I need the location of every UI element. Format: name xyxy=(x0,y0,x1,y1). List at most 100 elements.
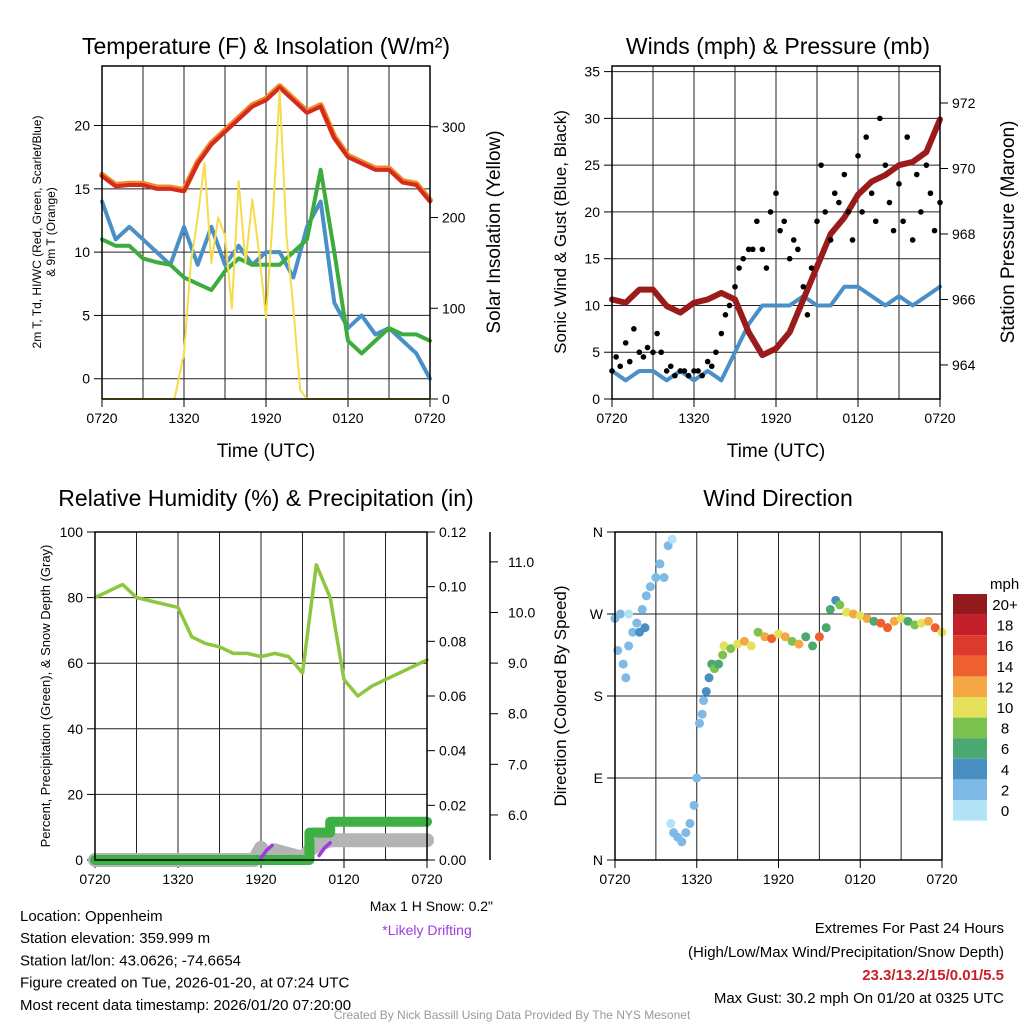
wind-direction-point xyxy=(835,600,845,610)
y2-tick-label: 100 xyxy=(442,300,466,316)
x-tick-label: 0720 xyxy=(411,871,442,887)
max-snow-annotation: Max 1 H Snow: 0.2" xyxy=(370,898,493,914)
y2-tick-label: 0.04 xyxy=(439,743,466,759)
legend-label: 12 xyxy=(997,679,1014,696)
y-tick-label: 15 xyxy=(74,181,90,197)
y-tick-label: 5 xyxy=(592,344,600,360)
legend-label: 2 xyxy=(1001,782,1009,799)
gust-point xyxy=(740,255,746,262)
y-tick-label: 15 xyxy=(584,251,600,267)
wind-direction-point xyxy=(825,604,835,614)
chart-title: Wind Direction xyxy=(703,485,853,511)
wind-direction-point xyxy=(697,709,707,719)
gust-point xyxy=(909,237,916,243)
y2-tick-label: 972 xyxy=(952,95,976,111)
drifting-mark xyxy=(259,843,274,860)
drifting-annotation: *Likely Drifting xyxy=(382,922,471,938)
wind-direction-point xyxy=(685,819,695,829)
y2-tick-label: 966 xyxy=(952,291,976,307)
gust-point xyxy=(814,218,820,225)
y-tick-label: 0 xyxy=(75,852,83,868)
wind-direction-point xyxy=(655,559,665,569)
y2-axis-label: Solar Insolation (Yellow) xyxy=(484,130,505,333)
y3-tick-label: 8.0 xyxy=(508,706,528,722)
y2-tick-label: 300 xyxy=(442,119,466,135)
gust-point xyxy=(722,312,729,318)
x-tick-label: 0720 xyxy=(596,410,627,426)
legend-label: 0 xyxy=(1001,803,1009,820)
wind-direction-point xyxy=(637,604,647,614)
wind-direction-point xyxy=(621,673,631,683)
wind-direction-point xyxy=(701,686,711,696)
legend-label: 20+ xyxy=(992,597,1018,614)
extremes-heading: Extremes For Past 24 Hours xyxy=(815,920,1004,937)
y-tick-label: N xyxy=(593,524,603,540)
wind-direction-point xyxy=(667,534,677,544)
gust-point xyxy=(699,372,705,379)
gust-point xyxy=(859,209,865,215)
y3-tick-label: 6.0 xyxy=(508,807,528,823)
wind-direction-point xyxy=(640,623,650,633)
wind-direction-point xyxy=(733,639,743,649)
gust-point xyxy=(872,218,879,225)
wind-direction-point xyxy=(855,611,865,621)
wind-direction-point xyxy=(666,819,676,829)
x-axis-label: Time (UTC) xyxy=(217,441,316,462)
y-tick-label: 25 xyxy=(584,157,600,173)
station-latlon: Station lat/lon: 43.0626; -74.6654 xyxy=(20,952,241,969)
x-tick-label: 1320 xyxy=(168,410,199,426)
gust-point xyxy=(781,218,787,225)
gust-point xyxy=(927,190,934,197)
wind-direction-point xyxy=(760,632,770,642)
y-tick-label: 80 xyxy=(67,590,83,606)
y-tick-label: 0 xyxy=(592,391,600,407)
wind-direction-point xyxy=(714,659,724,669)
gust-point xyxy=(836,199,842,206)
chart-title: Winds (mph) & Pressure (mb) xyxy=(626,33,930,59)
gust-point xyxy=(808,265,815,271)
gust-point xyxy=(732,283,738,290)
gust-point xyxy=(804,312,811,318)
relative-humidity-line xyxy=(93,563,429,698)
wind-direction-point xyxy=(645,582,655,592)
gust-point xyxy=(672,372,678,379)
wind-direction-point xyxy=(848,609,858,619)
y3-tick-label: 7.0 xyxy=(508,756,528,772)
x-tick-label: 1920 xyxy=(250,410,281,426)
wind-direction-point xyxy=(753,627,763,637)
gust-point xyxy=(827,237,834,243)
wind-direction-point xyxy=(876,618,886,628)
gust-point xyxy=(882,162,889,168)
gust-point xyxy=(650,349,656,356)
gust-point xyxy=(667,363,674,370)
x-tick-label: 1920 xyxy=(763,871,794,887)
x-axis-label: Time (UTC) xyxy=(727,441,826,462)
y2-axis-label: Station Pressure (Maroon) xyxy=(998,121,1019,344)
gust-point xyxy=(658,349,664,356)
wind-direction-point xyxy=(774,629,783,639)
wind-direction-point xyxy=(681,828,691,838)
extremes-subheading: (High/Low/Max Wind/Precipitation/Snow De… xyxy=(688,944,1004,961)
y2-tick-label: 0.10 xyxy=(439,579,466,595)
wind-direction-point xyxy=(663,541,673,551)
y-tick-label: 35 xyxy=(584,64,600,80)
legend-swatch xyxy=(953,655,987,677)
legend-swatch xyxy=(953,738,987,759)
wind-direction-point xyxy=(641,591,651,601)
y-tick-label: 10 xyxy=(74,244,90,260)
gust-point xyxy=(773,190,779,197)
legend-swatch xyxy=(953,594,987,615)
gust-point xyxy=(886,199,893,206)
wind-direction-point xyxy=(726,644,736,654)
x-tick-label: 0120 xyxy=(328,871,359,887)
y2-tick-label: 0 xyxy=(442,391,450,407)
gust-point xyxy=(890,227,897,234)
2m-t-line xyxy=(100,85,432,204)
gust-point xyxy=(877,115,883,122)
gust-point xyxy=(681,368,688,374)
gust-point xyxy=(822,209,828,215)
gust-point xyxy=(831,190,838,197)
max-gust: Max Gust: 30.2 mph On 01/20 at 0325 UTC xyxy=(714,990,1004,1007)
wind-direction-point xyxy=(767,634,777,644)
